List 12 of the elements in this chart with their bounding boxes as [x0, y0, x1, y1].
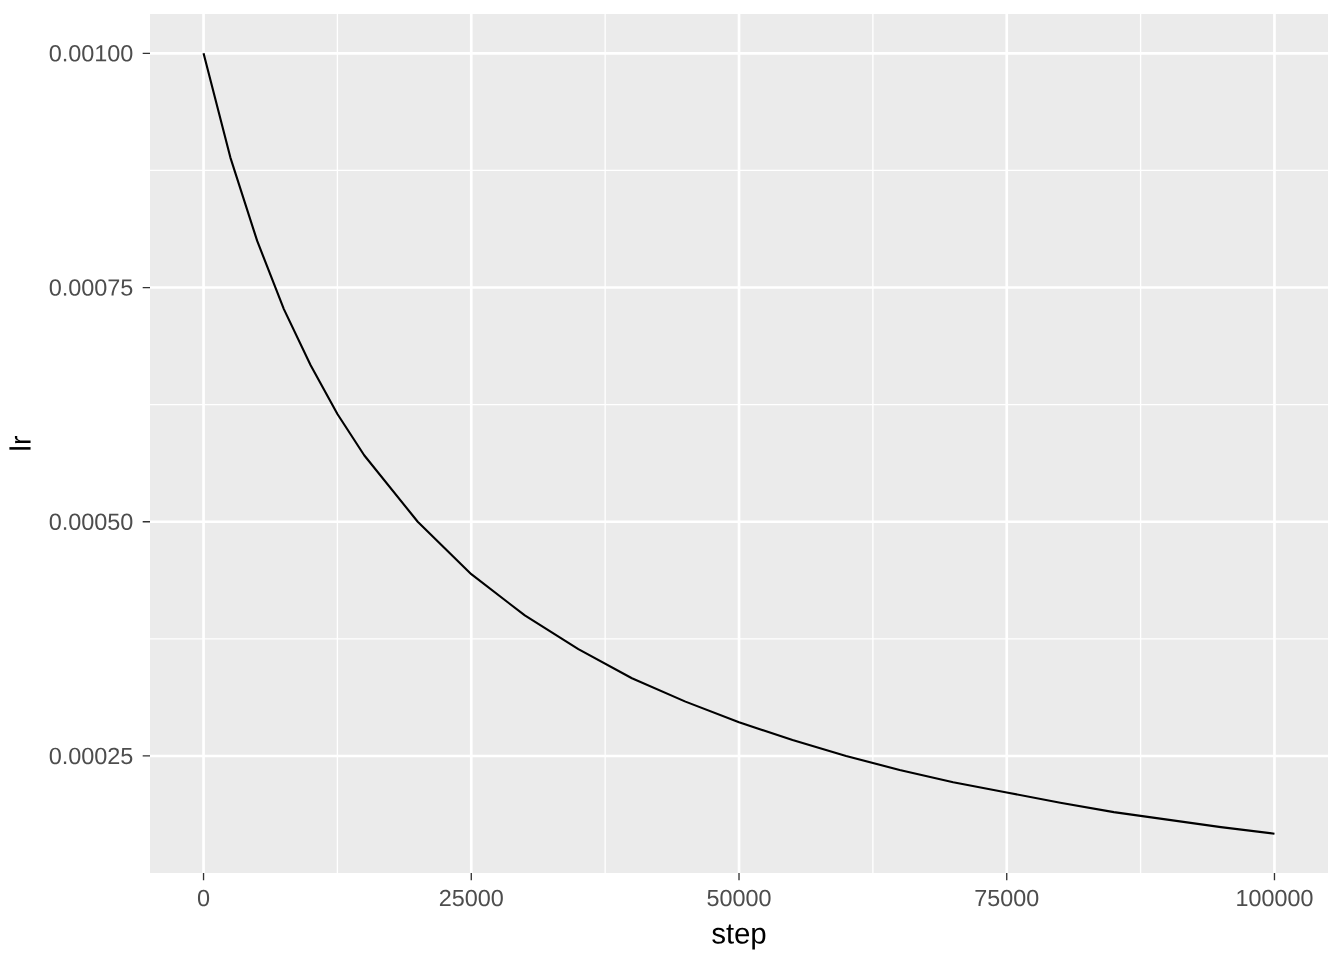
x-tick-label: 75000 [975, 889, 1039, 907]
x-axis-title: step [712, 924, 766, 950]
x-tick-label: 0 [197, 889, 210, 907]
x-tick-label: 100000 [1237, 889, 1313, 907]
y-tick-label: 0.00050 [49, 513, 133, 531]
x-tick-label: 25000 [439, 889, 503, 907]
y-axis-title: lr [9, 435, 31, 450]
y-tick-label: 0.00100 [49, 45, 133, 62]
y-tick-label: 0.00025 [49, 747, 133, 765]
y-tick-label: 0.00075 [49, 279, 133, 296]
line-series [202, 52, 1276, 835]
x-tick-label: 50000 [707, 889, 771, 907]
